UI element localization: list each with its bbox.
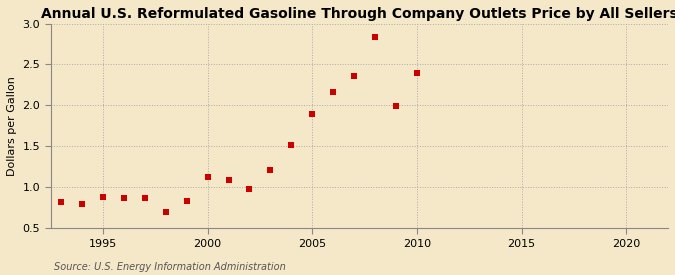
Point (98, 195, 109, 199)
Point (56, 200, 67, 204)
Point (119, 196, 130, 200)
Title: Annual U.S. Reformulated Gasoline Through Company Outlets Price by All Sellers: Annual U.S. Reformulated Gasoline Throug… (41, 7, 675, 21)
Point (202, 175, 213, 179)
Point (182, 199, 192, 204)
Point (391, 104, 402, 108)
Point (286, 143, 297, 147)
Point (77, 202, 88, 206)
Point (265, 168, 276, 172)
Y-axis label: Dollars per Gallon: Dollars per Gallon (7, 76, 17, 176)
Point (244, 187, 255, 191)
Point (223, 178, 234, 182)
Point (307, 111, 318, 116)
Text: Source: U.S. Energy Information Administration: Source: U.S. Energy Information Administ… (54, 262, 286, 272)
Point (140, 196, 151, 200)
Point (349, 74, 360, 78)
Point (328, 89, 339, 94)
Point (412, 71, 423, 76)
Point (161, 210, 171, 214)
Point (370, 34, 381, 39)
